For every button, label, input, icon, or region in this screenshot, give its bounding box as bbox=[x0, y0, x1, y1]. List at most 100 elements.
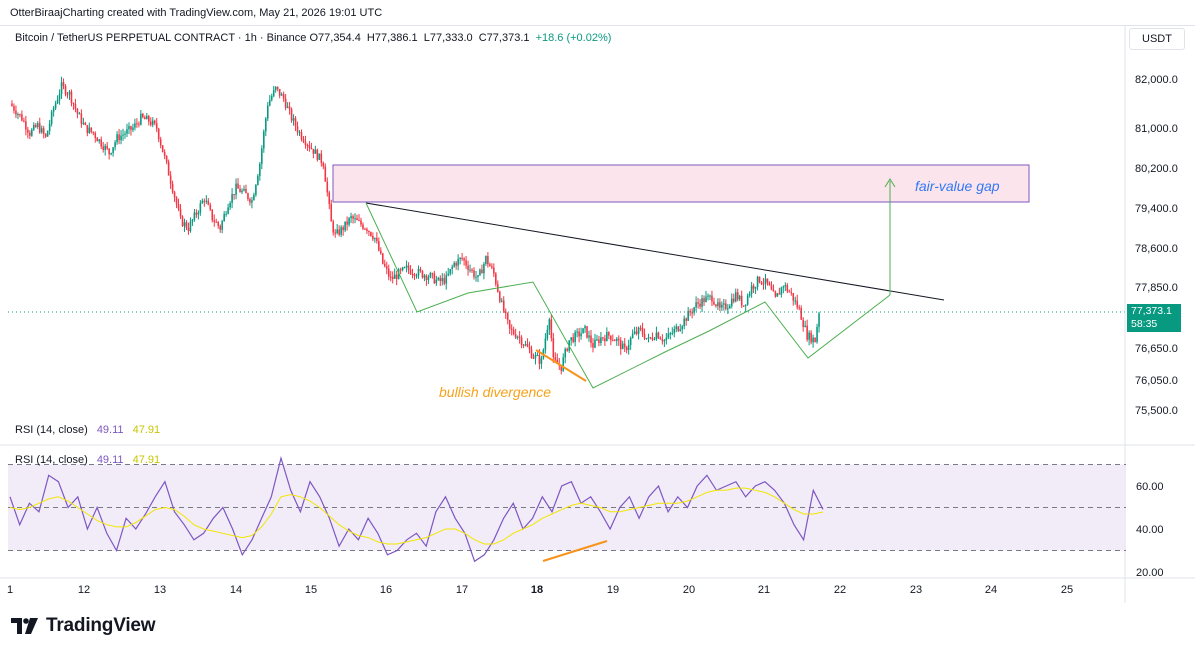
candle-body bbox=[268, 100, 271, 106]
candle-body bbox=[461, 257, 463, 259]
candle-body bbox=[288, 106, 291, 110]
candle-body bbox=[294, 118, 297, 127]
ohlc-close: C77,373.1 bbox=[478, 32, 530, 44]
candle-body bbox=[661, 339, 664, 342]
candle-body bbox=[491, 266, 493, 268]
currency-button[interactable]: USDT bbox=[1129, 28, 1185, 50]
candle-body bbox=[556, 359, 559, 364]
candle-body bbox=[261, 148, 263, 164]
candle-body bbox=[98, 139, 101, 142]
candle-body bbox=[762, 283, 765, 285]
candle-body bbox=[719, 302, 721, 308]
candle-body bbox=[425, 275, 428, 280]
candle-body bbox=[364, 228, 366, 230]
candle-body bbox=[736, 292, 739, 300]
candle-body bbox=[314, 149, 317, 154]
candle-body bbox=[740, 295, 743, 306]
candles-layer bbox=[11, 76, 820, 375]
candle-body bbox=[272, 90, 275, 97]
candle-body bbox=[800, 308, 802, 320]
candle-body bbox=[598, 339, 600, 343]
candle-body bbox=[179, 208, 182, 217]
candle-body bbox=[816, 326, 818, 343]
candle-body bbox=[213, 220, 216, 222]
candle-body bbox=[94, 133, 97, 138]
price-divergence-line bbox=[535, 349, 587, 382]
candle-body bbox=[64, 86, 67, 95]
candle-body bbox=[635, 331, 638, 334]
candle-body bbox=[673, 329, 676, 334]
candle-body bbox=[689, 311, 691, 313]
candle-body bbox=[544, 338, 547, 350]
candle-body bbox=[122, 134, 124, 136]
candle-body bbox=[522, 344, 525, 346]
time-axis-label: 19 bbox=[607, 584, 619, 596]
candle-body bbox=[804, 325, 806, 327]
candle-body bbox=[796, 300, 799, 308]
candle-body bbox=[693, 307, 695, 313]
candle-body bbox=[586, 326, 588, 338]
candle-body bbox=[326, 181, 329, 193]
candle-body bbox=[114, 142, 116, 148]
candle-body bbox=[223, 214, 225, 222]
candle-body bbox=[161, 145, 164, 153]
candle-body bbox=[707, 295, 709, 297]
candle-body bbox=[514, 334, 517, 338]
candle-body bbox=[752, 285, 755, 289]
candle-body bbox=[649, 337, 652, 339]
candle-body bbox=[463, 258, 465, 261]
candle-body bbox=[130, 126, 132, 130]
candle-body bbox=[80, 113, 83, 124]
candle-body bbox=[54, 103, 57, 109]
candle-body bbox=[298, 132, 301, 134]
candle-body bbox=[378, 241, 380, 251]
candle-body bbox=[209, 204, 212, 210]
candle-body bbox=[619, 340, 622, 350]
candle-body bbox=[231, 193, 233, 203]
candle-body bbox=[596, 339, 598, 341]
candle-body bbox=[60, 82, 63, 94]
candle-body bbox=[266, 105, 269, 119]
time-axis-label: 15 bbox=[305, 584, 317, 596]
candle-body bbox=[530, 349, 533, 358]
candle-body bbox=[617, 338, 620, 341]
candle-body bbox=[92, 131, 95, 134]
candle-body bbox=[786, 285, 789, 292]
candle-body bbox=[711, 295, 713, 302]
candle-body bbox=[643, 333, 646, 339]
candle-body bbox=[748, 293, 751, 296]
candle-body bbox=[457, 259, 459, 266]
candle-body bbox=[508, 320, 511, 329]
candle-body bbox=[25, 121, 27, 130]
candle-body bbox=[760, 282, 763, 284]
candle-body bbox=[165, 155, 168, 162]
rsi-legend-main[interactable]: RSI (14, close) 49.11 47.91 bbox=[15, 424, 160, 436]
candle-body bbox=[360, 220, 362, 225]
ohlc-high: H77,386.1 bbox=[366, 32, 418, 44]
candle-body bbox=[169, 175, 172, 184]
candle-body bbox=[725, 303, 727, 309]
candle-body bbox=[727, 308, 729, 310]
tradingview-logo[interactable]: TradingView bbox=[11, 615, 156, 637]
candle-body bbox=[120, 135, 122, 141]
price-axis-label: 77,850.0 bbox=[1135, 282, 1178, 294]
candle-body bbox=[263, 131, 265, 149]
candle-body bbox=[177, 204, 180, 209]
candle-body bbox=[243, 188, 245, 191]
candle-body bbox=[284, 98, 287, 108]
candle-body bbox=[110, 153, 112, 155]
candle-body bbox=[140, 113, 142, 125]
candle-body bbox=[50, 111, 53, 124]
ohlc-change: +18.6 (+0.02%) bbox=[535, 32, 612, 44]
candle-body bbox=[82, 122, 85, 124]
pattern-path bbox=[365, 202, 891, 389]
candle-body bbox=[608, 332, 610, 336]
candle-body bbox=[790, 292, 793, 294]
candle-body bbox=[667, 333, 670, 338]
chart-frame bbox=[0, 25, 1195, 604]
candle-body bbox=[124, 133, 126, 135]
candle-body bbox=[814, 337, 816, 343]
rsi-legend-pane[interactable]: RSI (14, close) 49.11 47.91 bbox=[15, 454, 160, 466]
candle-body bbox=[106, 145, 108, 149]
